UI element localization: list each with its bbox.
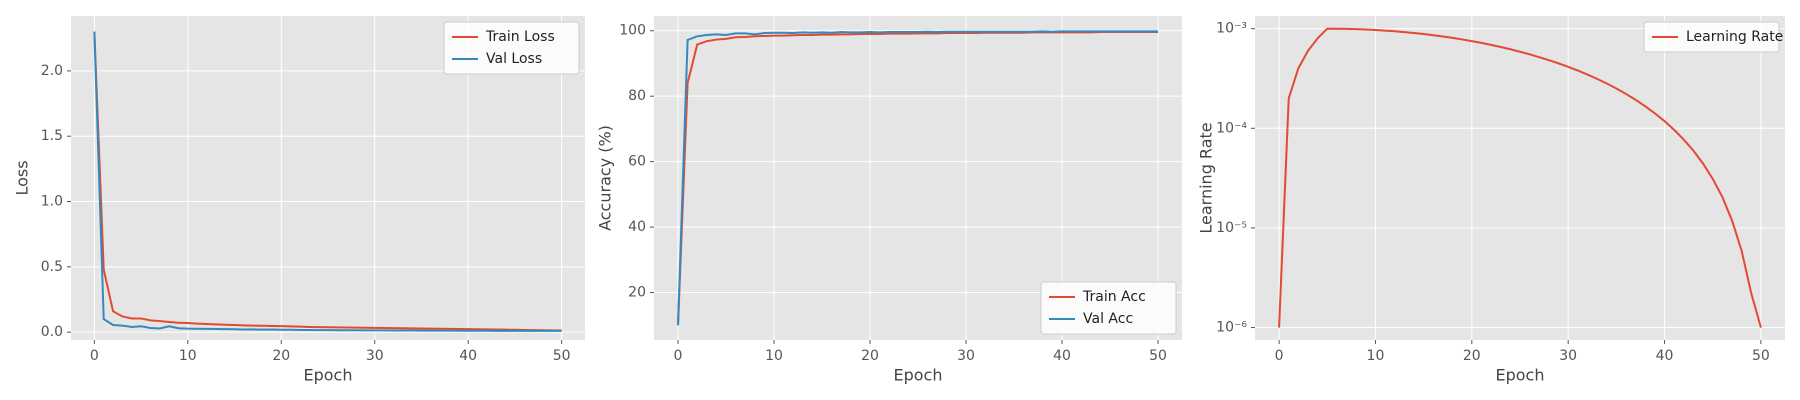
y-tick-label: 10⁻⁴ <box>1216 120 1247 136</box>
x-tick-label: 50 <box>553 348 571 364</box>
x-tick-label: 50 <box>1752 348 1770 364</box>
x-tick-label: 40 <box>459 348 477 364</box>
legend-box <box>1643 21 1780 53</box>
x-axis-label: Epoch <box>894 366 943 385</box>
x-axis-label: Epoch <box>1496 366 1545 385</box>
x-tick-label: 30 <box>1559 348 1577 364</box>
y-tick-label: 10⁻⁶ <box>1216 320 1247 336</box>
x-tick-label: 0 <box>1275 348 1284 364</box>
y-axis-label: Learning Rate <box>1197 122 1216 233</box>
y-tick-label: 80 <box>628 88 646 104</box>
legend-label: Val Acc <box>1083 311 1133 327</box>
x-tick-label: 20 <box>1463 348 1481 364</box>
x-tick-label: 20 <box>272 348 290 364</box>
y-tick-label: 1.0 <box>41 194 63 210</box>
y-tick-label: 100 <box>619 23 646 39</box>
y-tick-label: 60 <box>628 154 646 170</box>
y-tick-label: 0.5 <box>41 259 63 275</box>
legend-label: Val Loss <box>486 51 542 67</box>
y-tick-label: 1.5 <box>41 128 63 144</box>
data-line <box>1278 27 1762 328</box>
data-line <box>93 31 562 332</box>
x-axis-label: Epoch <box>304 366 353 385</box>
y-tick-label: 20 <box>628 285 646 301</box>
x-tick-label: 10 <box>765 348 783 364</box>
legend-box <box>443 21 580 75</box>
legend-box <box>1040 281 1177 335</box>
y-axis-label: Loss <box>13 160 32 195</box>
legend-label: Train Loss <box>485 29 555 45</box>
legend-label: Learning Rate <box>1686 29 1783 45</box>
plot-background <box>1255 16 1785 340</box>
x-tick-label: 0 <box>674 348 683 364</box>
x-tick-label: 0 <box>90 348 99 364</box>
data-line <box>677 30 1158 326</box>
y-tick-label: 40 <box>628 219 646 235</box>
x-tick-label: 40 <box>1656 348 1674 364</box>
x-tick-label: 10 <box>179 348 197 364</box>
x-tick-label: 30 <box>957 348 975 364</box>
x-tick-label: 40 <box>1053 348 1071 364</box>
data-line <box>93 31 562 332</box>
y-tick-label: 0.0 <box>41 324 63 340</box>
y-tick-label: 10⁻⁵ <box>1216 220 1247 236</box>
y-tick-label: 2.0 <box>41 63 63 79</box>
x-tick-label: 30 <box>366 348 384 364</box>
y-tick-label: 10⁻³ <box>1216 21 1247 37</box>
x-tick-label: 20 <box>861 348 879 364</box>
legend-label: Train Acc <box>1082 289 1146 305</box>
x-tick-label: 50 <box>1149 348 1167 364</box>
x-tick-label: 10 <box>1367 348 1385 364</box>
y-axis-label: Accuracy (%) <box>596 125 615 231</box>
